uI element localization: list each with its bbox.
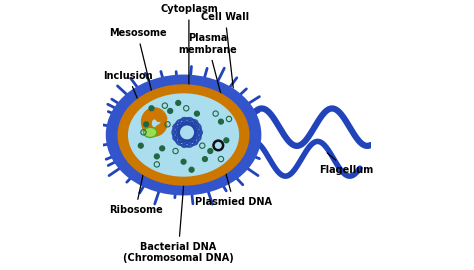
Text: Bacterial DNA
(Chromosomal DNA): Bacterial DNA (Chromosomal DNA) <box>123 146 234 263</box>
Ellipse shape <box>114 83 253 187</box>
Circle shape <box>219 119 223 124</box>
Circle shape <box>202 157 207 161</box>
Text: Plasma
membrane: Plasma membrane <box>179 33 237 95</box>
Circle shape <box>144 122 148 127</box>
Circle shape <box>181 159 186 164</box>
Text: Cell Wall: Cell Wall <box>201 12 249 88</box>
Text: Mesosome: Mesosome <box>109 28 166 112</box>
Text: Plasmied DNA: Plasmied DNA <box>195 148 272 207</box>
Circle shape <box>194 111 200 116</box>
Text: Flagellum: Flagellum <box>319 153 374 175</box>
Circle shape <box>189 167 194 172</box>
Circle shape <box>155 154 159 159</box>
Text: Ribosome: Ribosome <box>109 166 163 215</box>
Circle shape <box>224 138 229 143</box>
Circle shape <box>160 146 164 151</box>
Circle shape <box>176 100 181 105</box>
Circle shape <box>208 148 213 153</box>
Circle shape <box>138 143 143 148</box>
Ellipse shape <box>144 127 157 137</box>
Ellipse shape <box>128 93 239 177</box>
Circle shape <box>149 106 154 111</box>
Text: Cytoplasm: Cytoplasm <box>160 4 218 95</box>
Ellipse shape <box>122 89 245 181</box>
Circle shape <box>168 109 173 113</box>
Text: Inclusion: Inclusion <box>103 71 153 127</box>
